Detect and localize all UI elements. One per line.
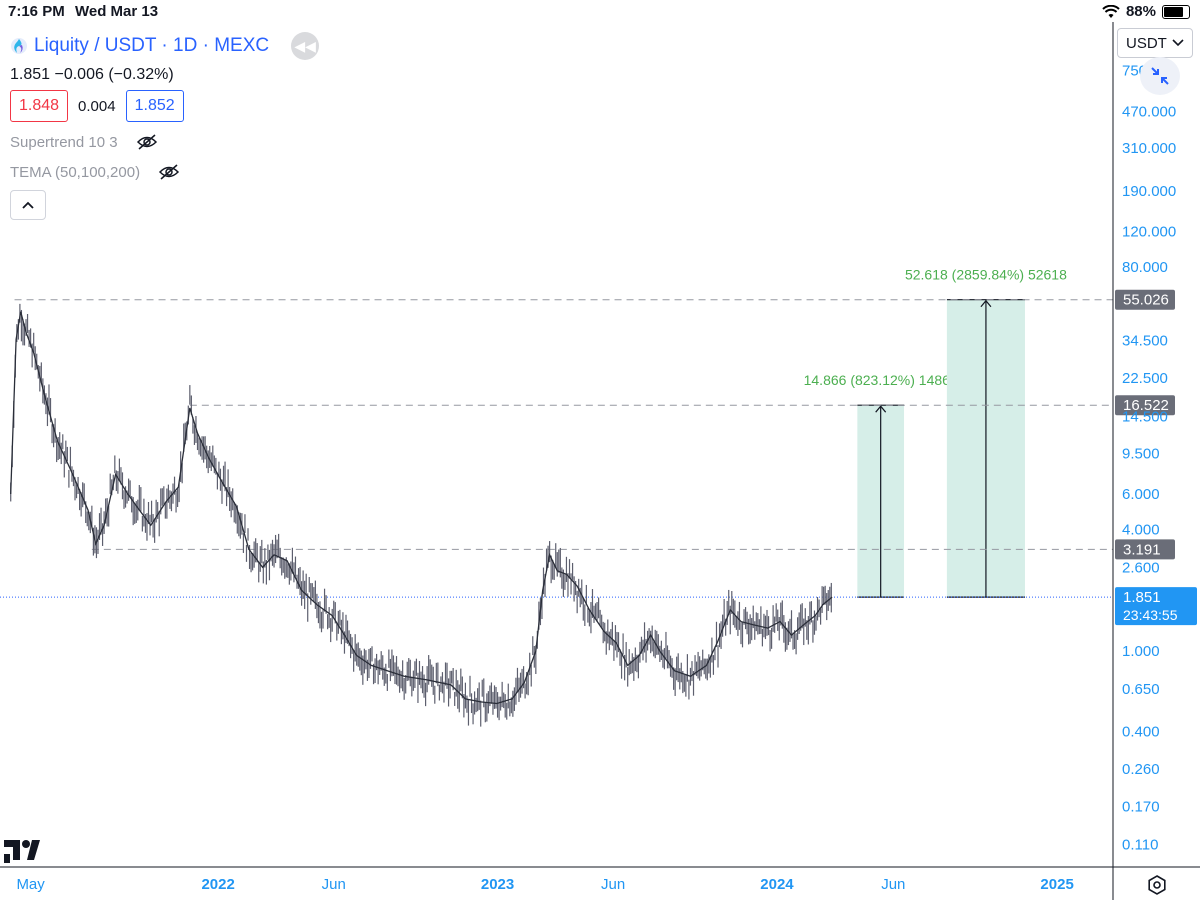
measure-arrow-head	[980, 299, 992, 308]
measure-arrow-head	[875, 405, 887, 413]
measure-label: 14.866 (823.12%) 14866	[804, 372, 958, 388]
rewind-icon: ◀◀	[294, 37, 316, 54]
price-tick-label: 4.000	[1122, 522, 1160, 539]
bid-price-box[interactable]: 1.848	[10, 90, 69, 122]
price-axis: 750.000470.000310.000190.000120.00080.00…	[1112, 22, 1176, 900]
status-right: 88%	[1102, 3, 1190, 20]
indicator-supertrend[interactable]: Supertrend 10 3	[10, 132, 319, 152]
price-tick-label: 2.600	[1122, 559, 1160, 576]
measure-label: 52.618 (2859.84%) 52618	[905, 267, 1067, 283]
last-price-tag	[1115, 587, 1197, 626]
battery-icon	[1162, 4, 1190, 19]
level-price-label: 16.522	[1123, 397, 1169, 414]
price-tick-label: 80.000	[1122, 259, 1168, 276]
price-series	[10, 303, 833, 727]
measure-box[interactable]	[857, 405, 905, 598]
ask-price-box[interactable]: 1.852	[125, 90, 184, 122]
indicator-tema[interactable]: TEMA (50,100,200)	[10, 162, 319, 182]
time-tick-label: 2025	[1040, 876, 1073, 893]
battery-percent: 88%	[1125, 3, 1156, 20]
level-price-tag	[1115, 539, 1175, 560]
fit-scale-button[interactable]	[1140, 57, 1180, 95]
time-tick-label: 2023	[481, 876, 514, 893]
price-tick-label: 0.260	[1122, 761, 1160, 778]
tradingview-logo-icon	[4, 840, 40, 863]
level-price-tag	[1115, 289, 1175, 310]
time-tick-label: Jun	[601, 876, 625, 893]
time-tick-label: Jun	[322, 876, 346, 893]
time-axis: May 2022 Jun 2023 Jun 2024 Jun 2025	[0, 866, 1200, 893]
chevron-down-icon	[1172, 39, 1184, 47]
bid-ask-row: 1.848 0.004 1.852	[10, 90, 319, 122]
price-tick-label: 14.500	[1122, 409, 1168, 426]
chevron-up-icon	[22, 201, 34, 209]
last-price-label: 1.851	[1123, 589, 1161, 606]
settings-gear-icon[interactable]	[1146, 874, 1168, 896]
price-tick-label: 0.400	[1122, 723, 1160, 740]
measure-box[interactable]	[946, 299, 1025, 598]
status-time: 7:16 PM	[8, 3, 65, 20]
price-tick-label: 6.000	[1122, 486, 1160, 503]
spread-value: 0.004	[78, 97, 116, 115]
currency-select[interactable]: USDT	[1117, 28, 1193, 58]
price-tick-label: 310.000	[1122, 140, 1176, 157]
price-tick-label: 1.000	[1122, 643, 1160, 660]
status-date: Wed Mar 13	[75, 3, 159, 20]
indicator-label: Supertrend 10 3	[10, 133, 118, 151]
time-tick-label: 2022	[201, 876, 234, 893]
eye-off-icon[interactable]	[136, 133, 158, 151]
collapse-legend-button[interactable]	[10, 190, 46, 220]
price-tick-label: 22.500	[1122, 370, 1168, 387]
symbol-title-row[interactable]: Liquity / USDT · 1D · MEXC ◀◀	[10, 32, 320, 60]
wifi-icon	[1102, 4, 1120, 18]
bar-countdown-label: 23:43:55	[1123, 607, 1178, 623]
time-tick-label: Jun	[881, 876, 905, 893]
price-tick-label: 190.000	[1122, 183, 1176, 200]
price-tick-label: 0.110	[1122, 837, 1158, 854]
measure-tools: 14.866 (823.12%) 14866 52.618 (2859.84%) …	[804, 267, 1067, 598]
price-tick-label: 0.650	[1122, 681, 1160, 698]
price-tick-label: 9.500	[1122, 446, 1160, 463]
liquity-logo-icon	[11, 38, 27, 54]
eye-off-icon[interactable]	[158, 163, 180, 181]
last-price-line: 1.851 −0.006 (−0.32%)	[10, 66, 174, 83]
symbol-title: Liquity / USDT · 1D · MEXC	[34, 35, 270, 56]
currency-label: USDT	[1126, 34, 1167, 52]
status-bar: 7:16 PM Wed Mar 13 88%	[0, 0, 1200, 22]
compress-arrows-icon	[1151, 67, 1169, 85]
price-tick-label: 34.500	[1122, 333, 1168, 350]
level-price-label: 55.026	[1123, 292, 1169, 309]
level-price-label: 3.191	[1123, 541, 1161, 558]
time-tick-label: May	[16, 876, 45, 893]
price-line	[10, 311, 833, 705]
price-tick-label: 0.170	[1122, 798, 1160, 815]
level-price-tag	[1115, 395, 1175, 416]
indicator-label: TEMA (50,100,200)	[10, 163, 141, 181]
time-tick-label: 2024	[760, 876, 794, 893]
replay-button[interactable]: ◀◀	[291, 32, 320, 60]
price-tick-label: 120.000	[1122, 223, 1176, 240]
price-tick-label: 470.000	[1122, 104, 1176, 121]
chart-legend: Liquity / USDT · 1D · MEXC ◀◀ 1.851 −0.0…	[10, 32, 320, 220]
